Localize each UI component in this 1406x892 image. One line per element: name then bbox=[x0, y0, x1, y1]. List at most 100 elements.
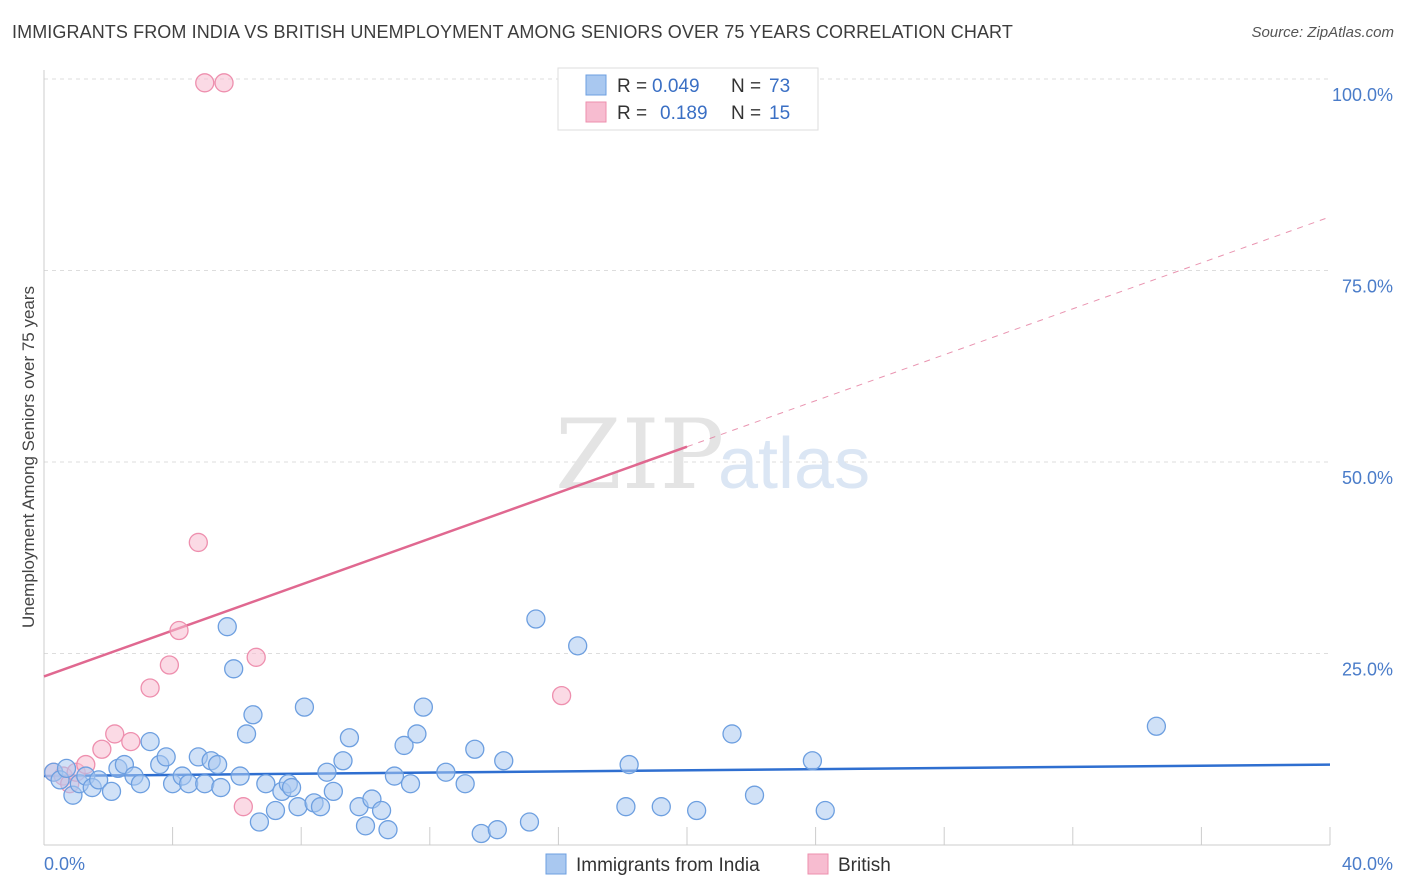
india-point-53 bbox=[436, 762, 456, 782]
india-point-34 bbox=[281, 777, 302, 798]
india-point-8 bbox=[101, 781, 122, 802]
india-point-70 bbox=[1146, 716, 1167, 736]
india-point-20 bbox=[195, 774, 215, 794]
india-point-44 bbox=[355, 816, 376, 836]
india-point-69 bbox=[815, 800, 835, 821]
india-point-25 bbox=[224, 659, 244, 679]
india-point-54 bbox=[455, 774, 475, 794]
india-point-47 bbox=[378, 820, 398, 840]
india-point-42 bbox=[339, 728, 360, 748]
india-point-56 bbox=[471, 823, 491, 844]
british-point-15 bbox=[246, 647, 266, 667]
india-point-63 bbox=[619, 754, 639, 775]
x-ticks bbox=[43, 827, 1331, 845]
india-point-31 bbox=[265, 800, 286, 821]
grid-lines bbox=[44, 78, 1330, 654]
x-tick-label-max: 40.0% bbox=[1342, 854, 1393, 874]
india-point-57 bbox=[487, 820, 507, 840]
india-point-64 bbox=[651, 797, 671, 817]
y-tick-labels: 25.0% 50.0% 75.0% 100.0% bbox=[1332, 85, 1393, 680]
india-point-35 bbox=[288, 797, 308, 817]
legend-r-value-india: 0.049 bbox=[652, 76, 700, 97]
india-point-52 bbox=[413, 697, 434, 717]
y-axis-label: Unemployment Among Seniors over 75 years bbox=[19, 286, 38, 628]
source-label: Source: ZipAtlas.com bbox=[1251, 24, 1394, 41]
india-point-23 bbox=[211, 777, 231, 798]
india-point-26 bbox=[230, 766, 250, 786]
trend-line-british-1 bbox=[43, 445, 688, 678]
british-point-8 bbox=[140, 678, 160, 698]
india-point-29 bbox=[249, 812, 270, 832]
india-point-38 bbox=[310, 797, 331, 817]
british-point-16 bbox=[551, 685, 572, 706]
trend-lines bbox=[43, 216, 1331, 778]
india-point-49 bbox=[394, 735, 414, 756]
legend-box: R = 0.049 N = 73 R = 0.189 N = 15 bbox=[557, 67, 819, 131]
legend-r-label-india: R = bbox=[617, 76, 647, 97]
x-tick-label-min: 0.0% bbox=[44, 854, 85, 874]
india-point-2 bbox=[56, 758, 77, 779]
india-point-60 bbox=[526, 609, 546, 629]
india-point-22 bbox=[207, 754, 228, 775]
india-point-36 bbox=[294, 697, 315, 717]
british-point-12 bbox=[195, 73, 215, 93]
india-point-50 bbox=[400, 774, 421, 794]
india-point-41 bbox=[333, 751, 353, 771]
india-points bbox=[43, 609, 1167, 844]
india-point-18 bbox=[179, 774, 199, 794]
india-point-61 bbox=[568, 636, 588, 656]
watermark-atlas: atlas bbox=[718, 424, 870, 504]
india-point-46 bbox=[371, 800, 392, 821]
india-point-67 bbox=[744, 785, 765, 805]
india-point-58 bbox=[494, 751, 514, 771]
y-tick-label-75: 75.0% bbox=[1342, 277, 1393, 297]
british-point-5 bbox=[92, 739, 112, 759]
india-point-55 bbox=[465, 739, 485, 759]
india-point-59 bbox=[519, 812, 540, 832]
british-point-11 bbox=[188, 532, 208, 553]
india-point-62 bbox=[616, 797, 636, 817]
india-point-48 bbox=[384, 766, 405, 786]
british-point-6 bbox=[105, 724, 125, 744]
y-tick-label-25: 25.0% bbox=[1342, 660, 1393, 680]
watermark-zip: ZIP bbox=[555, 399, 724, 511]
india-point-24 bbox=[217, 617, 237, 637]
legend-swatch-india bbox=[585, 74, 607, 96]
bottom-legend-swatch-india bbox=[545, 853, 567, 875]
y-tick-label-50: 50.0% bbox=[1342, 468, 1393, 488]
bottom-legend-label-british: British bbox=[838, 855, 891, 876]
india-point-51 bbox=[407, 724, 427, 744]
india-point-12 bbox=[130, 774, 151, 794]
india-point-30 bbox=[256, 774, 276, 794]
india-point-39 bbox=[317, 762, 337, 782]
british-point-7 bbox=[121, 731, 141, 752]
india-point-28 bbox=[243, 705, 263, 725]
bottom-legend: Immigrants from India British bbox=[545, 853, 891, 876]
bottom-legend-swatch-british bbox=[807, 853, 829, 875]
india-point-15 bbox=[156, 747, 176, 767]
india-point-68 bbox=[802, 751, 823, 771]
y-tick-label-100: 100.0% bbox=[1332, 85, 1393, 105]
bottom-legend-label-india: Immigrants from India bbox=[576, 855, 760, 876]
legend-n-label-india: N = bbox=[731, 76, 761, 97]
legend-swatch-british bbox=[585, 101, 607, 123]
india-point-66 bbox=[722, 724, 742, 744]
legend-n-label-british: N = bbox=[731, 103, 761, 124]
british-point-9 bbox=[159, 655, 180, 675]
legend-r-label-british: R = bbox=[617, 103, 647, 124]
legend-n-value-india: 73 bbox=[769, 76, 790, 97]
india-point-27 bbox=[236, 724, 257, 744]
british-point-10 bbox=[169, 620, 189, 641]
india-point-7 bbox=[89, 770, 109, 790]
legend-r-value-british: 0.189 bbox=[660, 103, 708, 124]
india-point-40 bbox=[323, 781, 344, 802]
trend-line-british-2 bbox=[686, 216, 1331, 448]
legend-n-value-british: 15 bbox=[769, 103, 790, 124]
british-point-14 bbox=[233, 797, 253, 817]
british-point-13 bbox=[214, 73, 234, 93]
india-point-13 bbox=[140, 731, 160, 752]
trend-line-india-0 bbox=[43, 763, 1331, 778]
chart-title: IMMIGRANTS FROM INDIA VS BRITISH UNEMPLO… bbox=[12, 22, 1013, 42]
india-point-65 bbox=[686, 800, 707, 821]
